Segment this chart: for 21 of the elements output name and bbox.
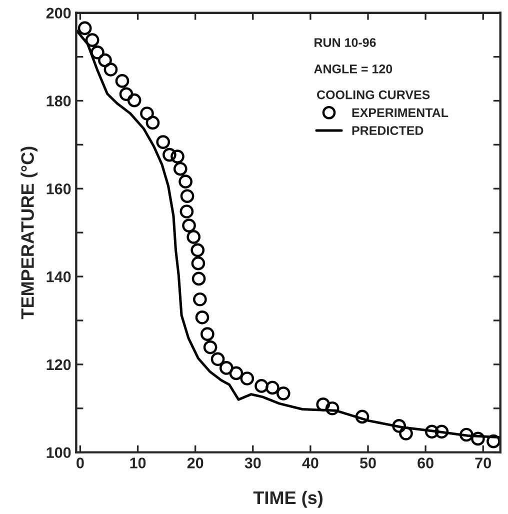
x-tick-label: 30 <box>244 458 261 468</box>
x-tick-label: 50 <box>360 458 376 468</box>
x-tick-label: 60 <box>418 458 434 468</box>
y-tick-label: 200 <box>46 8 71 19</box>
y-tick-label: 180 <box>46 96 71 106</box>
y-tick-label: 120 <box>46 359 71 370</box>
y-tick-label: 160 <box>46 184 71 194</box>
y-tick-label: 140 <box>46 271 71 282</box>
x-tick-label: 0 <box>76 458 84 468</box>
x-tick-label: 40 <box>302 458 318 468</box>
x-axis-title: TIME (s) <box>253 490 322 508</box>
legend-label: EXPERIMENTAL <box>352 108 448 117</box>
annotation: RUN 10-96 <box>314 38 376 47</box>
x-tick-label: 70 <box>475 458 491 468</box>
y-axis-title: TEMPERATURE (°C) <box>20 146 38 320</box>
legend-title: COOLING CURVES <box>317 90 430 100</box>
annotation: ANGLE = 120 <box>314 64 392 74</box>
legend-label: PREDICTED <box>352 126 424 136</box>
y-tick-label: 100 <box>46 447 71 458</box>
x-tick-label: 10 <box>130 458 146 468</box>
x-tick-label: 20 <box>187 458 204 468</box>
